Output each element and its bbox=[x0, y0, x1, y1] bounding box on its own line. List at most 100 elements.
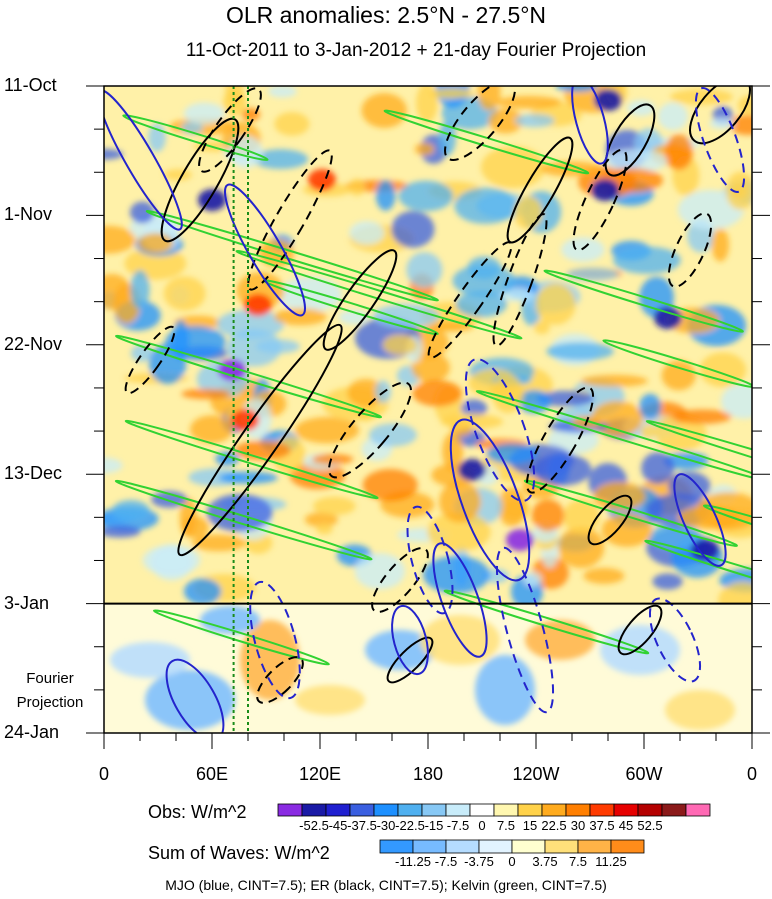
er-contour bbox=[371, 547, 429, 613]
obs-anomaly-cell bbox=[639, 393, 662, 420]
obs-anomaly-cell bbox=[104, 457, 123, 474]
obs-colorbar-box bbox=[325, 803, 351, 817]
projection-anomaly-cell bbox=[200, 606, 260, 634]
obs-anomaly-cell bbox=[258, 238, 295, 268]
obs-anomaly-cell bbox=[429, 88, 475, 99]
er-contour bbox=[328, 381, 412, 479]
obs-anomaly-cell bbox=[241, 107, 261, 121]
obs-anomaly-cell bbox=[406, 252, 443, 288]
obs-anomaly-cell bbox=[411, 352, 450, 383]
obs-colorbar-label: 37.5 bbox=[589, 818, 614, 833]
waves-colorbar-label: -11.25 bbox=[395, 854, 431, 869]
kelvin-contour bbox=[145, 209, 439, 302]
obs-colorbar-label: 0 bbox=[478, 818, 485, 833]
mjo-contour bbox=[224, 183, 306, 317]
mjo-contour bbox=[165, 658, 225, 733]
obs-anomaly-cell bbox=[668, 471, 711, 501]
mjo-contour bbox=[648, 597, 702, 683]
obs-colorbar: -52.5 -45 -37.5 -30 -22.5 -15 -7.5 0 7.5 15 22.5 30… bbox=[277, 803, 711, 833]
obs-anomaly-cell bbox=[452, 264, 516, 297]
projection-anomaly-field bbox=[110, 606, 735, 730]
obs-anomaly-cell bbox=[536, 390, 594, 407]
er-contour bbox=[604, 103, 656, 177]
er-contour bbox=[617, 604, 663, 656]
waves-colorbar-box bbox=[610, 839, 645, 854]
obs-anomaly-core bbox=[654, 307, 682, 329]
y-tick-label: 13-Dec bbox=[4, 463, 63, 484]
obs-anomaly-cell bbox=[311, 453, 354, 465]
obs-anomaly-cell bbox=[711, 228, 730, 262]
obs-colorbar-label: 22.5 bbox=[541, 818, 566, 833]
obs-anomaly-cell bbox=[190, 415, 234, 444]
obs-anomaly-cell bbox=[362, 469, 418, 502]
obs-anomaly-cell bbox=[492, 374, 524, 414]
waves-colorbar-box bbox=[544, 839, 579, 854]
obs-anomaly-cell bbox=[657, 102, 688, 131]
kelvin-contour bbox=[645, 420, 752, 513]
obs-anomaly-cell bbox=[641, 452, 675, 485]
obs-anomaly-cell bbox=[709, 117, 735, 130]
er-contour bbox=[124, 325, 176, 395]
er-contour bbox=[198, 87, 262, 173]
obs-anomaly-cell bbox=[601, 513, 653, 547]
obs-anomaly-cell bbox=[273, 308, 327, 326]
obs-anomaly-cell bbox=[652, 573, 683, 590]
obs-anomaly-cell bbox=[304, 512, 338, 528]
obs-anomaly-core bbox=[198, 189, 226, 211]
obs-anomaly-cell bbox=[391, 210, 435, 248]
obs-anomaly-cell bbox=[547, 425, 599, 455]
obs-anomaly-cell bbox=[640, 424, 658, 439]
obs-anomaly-cell bbox=[137, 233, 174, 254]
mjo-contour bbox=[249, 580, 301, 700]
obs-anomaly-cell bbox=[382, 334, 418, 355]
obs-anomaly-cell bbox=[720, 383, 752, 419]
mjo-contour bbox=[464, 358, 536, 502]
er-contour bbox=[492, 213, 548, 347]
obs-anomaly-cell bbox=[163, 276, 206, 311]
kelvin-contour bbox=[602, 339, 752, 388]
obs-anomaly-cell bbox=[183, 578, 222, 604]
obs-anomaly-cell bbox=[104, 525, 141, 538]
chart-title: OLR anomalies: 2.5°N - 27.5°N bbox=[225, 2, 547, 28]
overlay-footnote: MJO (blue, CINT=7.5); ER (black, CINT=7.… bbox=[165, 877, 607, 893]
obs-anomaly-cell bbox=[677, 189, 744, 230]
kelvin-contour bbox=[443, 589, 650, 655]
mjo-contour bbox=[673, 473, 727, 567]
obs-anomaly-cell bbox=[415, 86, 438, 123]
obs-anomaly-cell bbox=[664, 134, 693, 171]
er-contour bbox=[247, 149, 333, 291]
obs-colorbar-box bbox=[589, 803, 615, 817]
projection-anomaly-cell bbox=[665, 690, 735, 730]
obs-anomaly-core bbox=[244, 294, 272, 316]
obs-anomaly-cell bbox=[234, 440, 291, 461]
obs-anomaly-cell bbox=[613, 246, 681, 274]
waves-legend-title: Sum of Waves: W/m^2 bbox=[148, 843, 330, 863]
chart-subtitle: 11-Oct-2011 to 3-Jan-2012 + 21-day Fouri… bbox=[185, 40, 647, 61]
obs-anomaly-cell bbox=[546, 342, 614, 361]
obs-anomaly-core bbox=[691, 539, 719, 561]
obs-anomaly-cell bbox=[225, 86, 244, 106]
obs-anomaly-cell bbox=[699, 352, 747, 388]
obs-anomaly-cell bbox=[354, 553, 406, 590]
er-contour bbox=[444, 86, 516, 162]
obs-anomaly-cell bbox=[348, 178, 366, 196]
er-contour bbox=[689, 86, 751, 145]
obs-anomaly-cell bbox=[375, 180, 396, 211]
obs-anomaly-cell bbox=[514, 113, 555, 128]
projection-anomaly-cell bbox=[600, 625, 680, 675]
kelvin-contour bbox=[644, 539, 752, 613]
obs-anomaly-cell bbox=[523, 571, 542, 587]
x-tick-label: 60W bbox=[625, 764, 663, 784]
obs-anomaly-cell bbox=[150, 544, 193, 581]
er-contour bbox=[572, 148, 628, 252]
projection-anomaly-cell bbox=[365, 630, 435, 670]
obs-colorbar-box bbox=[493, 803, 519, 817]
kelvin-contour bbox=[114, 479, 373, 561]
er-contour bbox=[177, 323, 343, 557]
obs-anomaly-cell bbox=[558, 527, 605, 569]
obs-colorbar-box bbox=[469, 803, 495, 817]
obs-colorbar-box bbox=[517, 803, 543, 817]
obs-colorbar-label: -15 bbox=[425, 818, 444, 833]
obs-anomaly-cell bbox=[442, 432, 464, 471]
obs-anomaly-cell bbox=[312, 496, 356, 516]
